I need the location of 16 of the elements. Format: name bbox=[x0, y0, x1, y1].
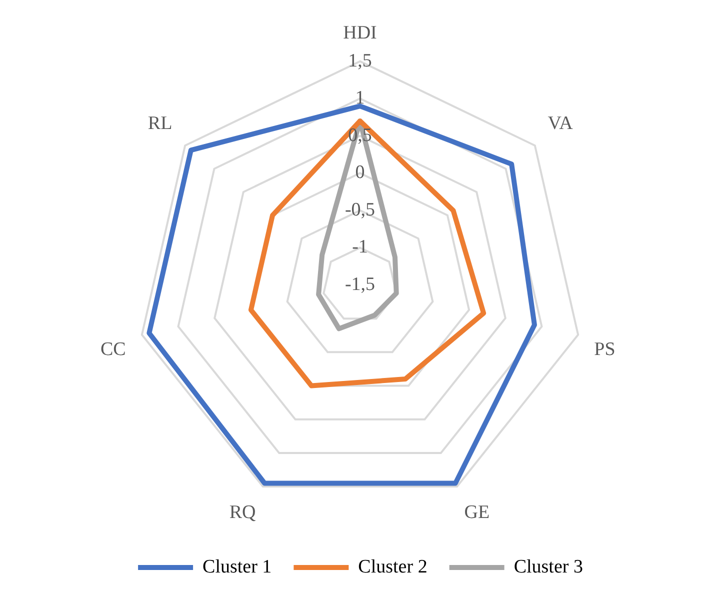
legend-label: Cluster 1 bbox=[202, 556, 272, 578]
spoke-label: RQ bbox=[229, 502, 256, 523]
y-tick-label: -1 bbox=[352, 236, 368, 258]
spoke-label: RL bbox=[148, 112, 172, 134]
spoke-label: HDI bbox=[343, 22, 377, 44]
legend-label: Cluster 3 bbox=[514, 556, 583, 578]
spoke-label: PS bbox=[594, 338, 616, 360]
y-tick-label: 1,5 bbox=[348, 50, 372, 72]
legend-label: Cluster 2 bbox=[358, 556, 428, 578]
y-tick-label: -0,5 bbox=[344, 199, 376, 220]
spoke-label: CC bbox=[100, 338, 126, 360]
y-tick-label: 0 bbox=[355, 162, 365, 184]
spoke-label: GE bbox=[464, 502, 490, 523]
y-tick-label: -1,5 bbox=[344, 274, 376, 295]
spoke-label: VA bbox=[548, 112, 574, 134]
y-tick-label: 1 bbox=[355, 88, 365, 109]
